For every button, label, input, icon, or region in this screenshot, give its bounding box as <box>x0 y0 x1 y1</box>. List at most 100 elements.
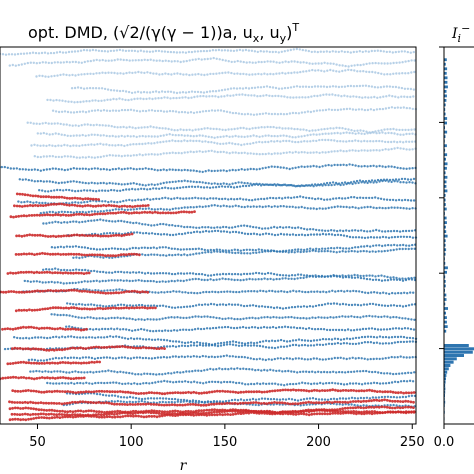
blue-series-point <box>102 143 105 146</box>
red-series-point <box>13 406 17 410</box>
blue-series-point <box>350 396 354 399</box>
blue-series-point <box>183 134 186 137</box>
blue-series-point <box>87 134 90 137</box>
blue-series-point <box>324 207 327 210</box>
blue-series-point <box>266 271 270 275</box>
blue-series-point <box>107 327 110 331</box>
blue-series-point <box>246 341 250 345</box>
blue-series-point <box>367 291 370 295</box>
red-series-point <box>71 327 75 331</box>
blue-series-point <box>333 247 336 250</box>
blue-series-point <box>97 87 101 90</box>
red-series-point <box>160 410 164 414</box>
red-series-point <box>215 402 219 406</box>
blue-series-point <box>227 278 230 281</box>
blue-series-point <box>395 404 398 407</box>
red-series-point <box>404 391 408 395</box>
blue-series-point <box>398 128 401 132</box>
blue-series-point <box>159 168 162 172</box>
blue-series-point <box>366 341 370 344</box>
main-scatter-marks <box>0 47 418 422</box>
blue-series-point <box>209 57 212 60</box>
blue-series-point <box>145 91 149 94</box>
blue-series-point <box>401 72 404 75</box>
blue-series-point <box>167 72 170 76</box>
blue-series-point <box>408 244 411 247</box>
blue-series-point <box>129 271 132 274</box>
red-series-point <box>67 288 71 292</box>
blue-series-point <box>257 126 260 129</box>
blue-series-point <box>327 233 331 236</box>
blue-series-point <box>101 58 104 62</box>
blue-series-point <box>156 141 159 144</box>
blue-series-point <box>222 354 225 358</box>
blue-series-point <box>218 58 221 61</box>
blue-series-point <box>397 50 400 53</box>
blue-series-point <box>304 382 307 385</box>
red-series-point <box>171 409 175 413</box>
red-series-point <box>134 403 137 406</box>
blue-series-point <box>369 245 372 248</box>
blue-series-point <box>129 221 132 224</box>
blue-series-point <box>188 197 191 200</box>
blue-series-point <box>213 182 216 185</box>
red-series-point <box>28 233 32 237</box>
blue-series-point <box>247 290 250 293</box>
blue-series-point <box>18 168 21 171</box>
blue-series-point <box>241 382 244 385</box>
blue-series-point <box>396 206 399 209</box>
blue-series-point <box>375 165 378 168</box>
red-series-point <box>80 376 83 380</box>
red-series-point <box>372 398 376 402</box>
blue-series-point <box>236 72 239 75</box>
blue-series-point <box>293 274 297 277</box>
blue-series-point <box>398 372 401 375</box>
red-series-point <box>109 254 112 258</box>
blue-series-point <box>156 338 160 341</box>
blue-series-point <box>267 250 270 253</box>
blue-series-point <box>171 355 175 358</box>
blue-series-point <box>212 56 215 60</box>
blue-series-point <box>222 142 225 145</box>
blue-series-point <box>98 317 101 320</box>
blue-series-point <box>226 380 229 384</box>
blue-series-point <box>191 129 194 132</box>
blue-series-point <box>386 73 389 76</box>
blue-series-point <box>168 345 172 348</box>
blue-series-point <box>71 281 74 285</box>
blue-series-point <box>354 336 358 340</box>
red-series-point <box>36 401 40 405</box>
blue-series-point <box>49 51 53 55</box>
blue-series-point <box>216 136 219 139</box>
blue-series-point <box>308 397 312 400</box>
blue-series-point <box>156 169 159 172</box>
blue-series-point <box>19 52 23 55</box>
blue-series-point <box>116 279 119 282</box>
blue-series-point <box>111 168 115 171</box>
blue-series-point <box>405 235 409 239</box>
red-series-point <box>114 291 118 295</box>
blue-series-point <box>99 168 103 171</box>
blue-series-point <box>105 271 108 274</box>
blue-series-point <box>121 98 124 101</box>
blue-series-point <box>77 124 80 128</box>
blue-series-point <box>56 61 59 64</box>
blue-series-point <box>253 50 257 53</box>
blue-series-point <box>328 85 332 88</box>
blue-series-point <box>333 356 336 360</box>
blue-series-point <box>372 206 375 209</box>
blue-series-point <box>354 139 357 142</box>
main-plot-area: 50 100 150 200 250 <box>0 46 425 450</box>
blue-series-point <box>398 72 401 75</box>
blue-series-point <box>82 100 85 103</box>
blue-series-point <box>48 133 51 136</box>
red-series-point <box>130 232 134 236</box>
red-series-point <box>11 271 15 275</box>
red-series-point <box>40 390 43 394</box>
blue-series-point <box>84 143 87 147</box>
blue-series-point <box>103 381 106 385</box>
red-series-point <box>223 402 227 405</box>
red-series-point <box>170 403 174 406</box>
blue-series-point <box>27 168 30 171</box>
blue-series-point <box>359 276 363 280</box>
